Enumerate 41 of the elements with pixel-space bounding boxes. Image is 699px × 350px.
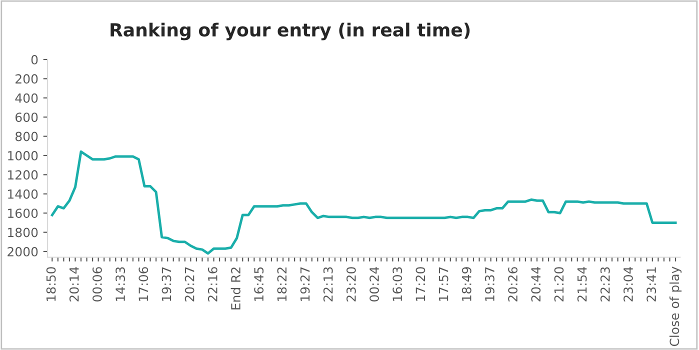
x-tick-label: 17:57 bbox=[438, 267, 448, 301]
y-tick-label: 1400 bbox=[8, 189, 38, 199]
x-tick-label: 18:49 bbox=[462, 267, 472, 301]
x-tick-label: 20:27 bbox=[184, 267, 194, 302]
x-tick-label: 23:04 bbox=[624, 266, 633, 302]
x-tick-label: 19:37 bbox=[162, 267, 172, 301]
chart-title: Ranking of your entry (in real time) bbox=[110, 22, 470, 40]
x-tick-label: 23:20 bbox=[346, 267, 356, 302]
y-tick-label: 1000 bbox=[8, 150, 38, 160]
x-tick-label: 18:22 bbox=[277, 268, 287, 301]
x-tick-label: 21:20 bbox=[554, 267, 564, 302]
y-tick-label: 0 bbox=[31, 54, 38, 64]
x-tick-label: 17:06 bbox=[138, 267, 148, 301]
x-tick-label: 19:37 bbox=[484, 267, 494, 301]
y-tick-label: 2000 bbox=[8, 246, 38, 256]
x-tick-label: 20:26 bbox=[508, 267, 518, 302]
x-tick-label: 20:14 bbox=[69, 266, 79, 302]
y-tick-label: 200 bbox=[16, 74, 38, 84]
y-tick-label: 1800 bbox=[8, 228, 38, 238]
x-tick-label: 16:03 bbox=[392, 267, 402, 301]
x-tick-label: 19:27 bbox=[300, 267, 310, 301]
x-tick-label: Close of play bbox=[669, 266, 682, 346]
y-tick-label: 800 bbox=[15, 132, 38, 142]
y-tick-label: 1600 bbox=[8, 208, 38, 218]
x-tick-label: 00:06 bbox=[92, 267, 102, 302]
y-tick-label: 1200 bbox=[8, 170, 38, 180]
y-tick-label: 400 bbox=[15, 93, 38, 103]
x-tick-label: 18:50 bbox=[46, 267, 56, 301]
x-tick-label: 17:20 bbox=[416, 267, 426, 301]
x-tick-label: 22:16 bbox=[208, 267, 218, 302]
x-tick-label: 22:23 bbox=[600, 267, 610, 302]
x-tick-label: 23:41 bbox=[646, 267, 656, 302]
x-tick-label: 22:13 bbox=[323, 267, 333, 302]
x-tick-label: 16:45 bbox=[254, 267, 264, 301]
x-tick-label: 14:33 bbox=[116, 267, 126, 301]
y-tick-label: 600 bbox=[16, 112, 38, 122]
line-series bbox=[50, 150, 677, 255]
x-tick-label: 00:24 bbox=[370, 266, 379, 302]
x-tick-label: End R2 bbox=[230, 268, 240, 310]
x-tick-label: 21:54 bbox=[577, 266, 587, 302]
x-tick-label: 20:44 bbox=[531, 266, 541, 302]
